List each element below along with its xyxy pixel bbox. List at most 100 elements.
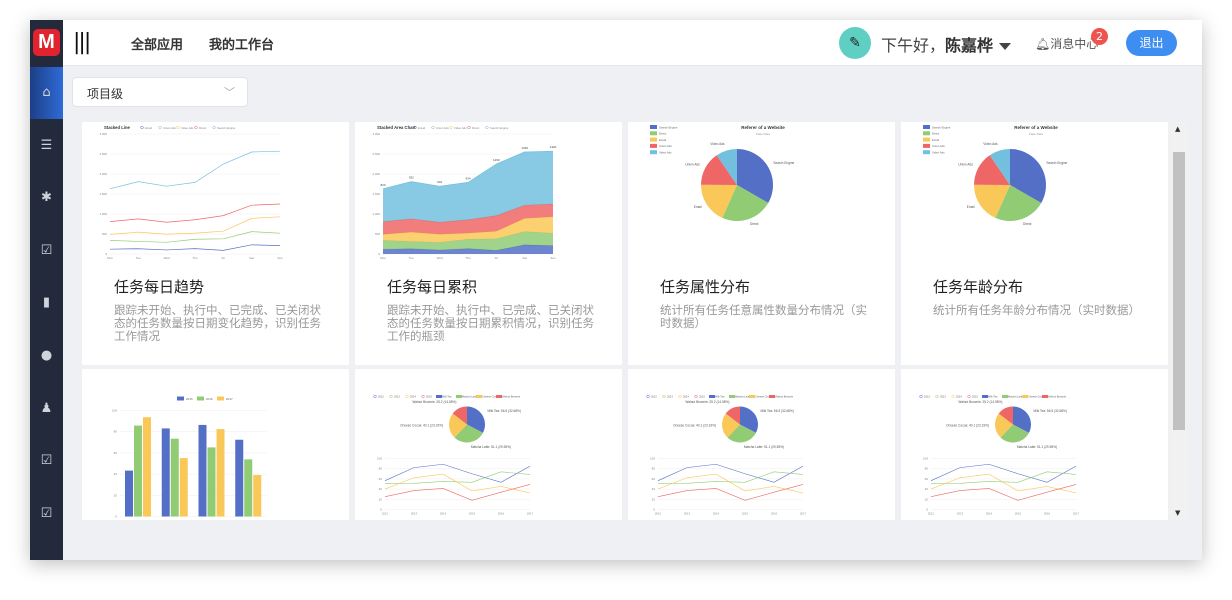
report-card[interactable]: Referer of a Website Fake Data Search Engi… bbox=[628, 122, 895, 365]
x-tick-label: Sun bbox=[550, 256, 556, 260]
y-tick-label: 3,000 bbox=[372, 132, 380, 136]
report-card[interactable]: Referer of a Website Fake Data Search Engi… bbox=[901, 122, 1168, 365]
card-title: 任务每日趋势 bbox=[114, 278, 205, 296]
pie-label: Matcha Latte: 51.1 (29.55%) bbox=[1017, 445, 1057, 449]
scrollbar-thumb[interactable] bbox=[1173, 152, 1185, 430]
sidebar-item-4[interactable]: ▮ bbox=[30, 277, 63, 329]
pie-slice bbox=[1013, 406, 1031, 433]
report-card[interactable]: Stacked Line Email Union Ads Video Ads Direc… bbox=[82, 122, 349, 365]
legend-label: Cheese Cocoa bbox=[1028, 395, 1046, 399]
legend-label: 2014 bbox=[410, 395, 416, 399]
report-card[interactable]: Stacked Area Chart Email Union Ads Video Ad… bbox=[355, 122, 622, 365]
logout-button[interactable]: 退出 bbox=[1126, 30, 1177, 56]
bar bbox=[198, 424, 207, 517]
chart-subtitle: Fake Data bbox=[756, 132, 770, 136]
legend-marker bbox=[176, 125, 180, 130]
area-series bbox=[383, 244, 553, 254]
x-tick-label: 2012 bbox=[655, 512, 662, 516]
pie-slice bbox=[716, 149, 737, 185]
y-tick-label: 40 bbox=[114, 472, 118, 476]
y-tick-label: 2,500 bbox=[372, 152, 380, 156]
nav-all-apps[interactable]: 全部应用 bbox=[131, 38, 184, 53]
x-tick-label: Fri bbox=[222, 256, 226, 260]
sidebar: M ⌂ ☰ ✱ ☑ ▮ ● ♟ ☑ ☑ bbox=[30, 20, 63, 560]
scrollbar[interactable]: ▲ ▼ bbox=[1170, 122, 1188, 520]
sidebar-item-2[interactable]: ✱ bbox=[30, 172, 63, 224]
x-tick-label: 2014 bbox=[440, 512, 447, 516]
sidebar-item-3[interactable]: ☑ bbox=[30, 225, 63, 277]
scroll-down-icon[interactable]: ▼ bbox=[1175, 509, 1181, 517]
sidebar-item-6[interactable]: ♟ bbox=[30, 383, 63, 435]
x-tick-label: 2013 bbox=[684, 512, 691, 516]
legend-marker bbox=[769, 395, 775, 398]
pie-slice bbox=[454, 424, 483, 443]
y-tick-label: 500 bbox=[102, 232, 107, 236]
pie-slice bbox=[701, 184, 737, 218]
area-series bbox=[383, 204, 553, 235]
pie-label: Walnut Brownie: 25.2 (14.58%) bbox=[685, 400, 729, 404]
y-tick-label: 20 bbox=[652, 497, 656, 501]
pie-label: Cheese Cocoa: 40.1 (23.19%) bbox=[400, 423, 443, 427]
avatar[interactable]: ✎ bbox=[839, 27, 871, 59]
legend-label: Matcha Latte bbox=[462, 395, 478, 399]
menu-icon[interactable]: ||| bbox=[73, 30, 91, 55]
clipboard-check-icon: ☑ bbox=[40, 242, 53, 258]
report-card[interactable]: 2012 2013 2014 2015 Milk Tea Matcha Latte Chee… bbox=[901, 369, 1168, 520]
line-series bbox=[930, 484, 1077, 501]
app-logo[interactable]: M bbox=[33, 29, 60, 56]
area-series bbox=[383, 216, 553, 243]
y-tick-label: 2,000 bbox=[99, 172, 107, 176]
x-tick-label: Sun bbox=[277, 256, 283, 260]
legend-label: Union Ads bbox=[436, 126, 449, 130]
app-window: M ⌂ ☰ ✱ ☑ ▮ ● ♟ ☑ ☑ ||| 全部应用 我的工作台 ✎ 下午好，陈嘉桦 🔔︎消… bbox=[30, 20, 1202, 560]
x-tick-label: 2014 bbox=[713, 512, 720, 516]
scroll-up-icon[interactable]: ▲ bbox=[1175, 125, 1181, 133]
legend-label: Milk Tea bbox=[442, 395, 452, 399]
report-card[interactable]: 2012 2013 2014 2015 Milk Tea Matcha Latte Chee… bbox=[628, 369, 895, 520]
nav-my-workbench[interactable]: 我的工作台 bbox=[209, 38, 275, 53]
sidebar-item-1[interactable]: ☰ bbox=[30, 120, 63, 172]
sidebar-item-5[interactable]: ● bbox=[30, 330, 63, 382]
level-select[interactable]: 项目级 ﹀ bbox=[72, 77, 248, 107]
card-title: 任务属性分布 bbox=[660, 278, 751, 296]
chart-thumbnail: 2015 2016 2017 0 20 40 60 80 100 bbox=[112, 396, 267, 519]
legend-marker bbox=[456, 395, 462, 398]
pie-slice bbox=[995, 185, 1042, 221]
x-tick-label: 2012 bbox=[382, 512, 389, 516]
report-card[interactable]: 2015 2016 2017 0 20 40 60 80 100 bbox=[82, 369, 349, 520]
legend-marker bbox=[217, 396, 224, 401]
y-tick-label: 1,000 bbox=[99, 212, 107, 216]
pie-label: Email bbox=[694, 205, 702, 209]
legend-marker bbox=[923, 125, 930, 129]
legend-marker bbox=[212, 125, 216, 130]
caret-down-icon bbox=[999, 43, 1012, 50]
x-tick-label: 2015 bbox=[742, 512, 749, 516]
area-series bbox=[383, 231, 553, 251]
legend-label: Walnut Brownie bbox=[1048, 395, 1067, 399]
legend-marker bbox=[389, 394, 393, 399]
pie-slice bbox=[998, 406, 1013, 425]
x-tick-label: Tue bbox=[409, 256, 414, 260]
messages-link[interactable]: 🔔︎消息中心 bbox=[1035, 35, 1098, 52]
sidebar-item-7[interactable]: ☑ bbox=[30, 435, 63, 487]
x-tick-label: Tue bbox=[136, 256, 141, 260]
y-tick-label: 80 bbox=[652, 467, 656, 471]
legend-marker bbox=[476, 395, 482, 398]
y-tick-label: 0 bbox=[653, 508, 655, 512]
legend-marker bbox=[1022, 395, 1028, 398]
y-tick-label: 100 bbox=[923, 457, 928, 461]
legend-marker bbox=[678, 394, 682, 399]
legend-label: 2015 bbox=[972, 395, 978, 399]
chart-thumbnail: Referer of a Website Fake Data Search Engi… bbox=[650, 125, 794, 226]
pie-label: Direct bbox=[750, 222, 758, 226]
sidebar-item-8[interactable]: ☑ bbox=[30, 488, 63, 540]
pie-slice bbox=[452, 406, 467, 425]
x-tick-label: Wed bbox=[164, 256, 170, 260]
user-menu[interactable]: 下午好，陈嘉桦 bbox=[881, 32, 1012, 56]
report-card[interactable]: 2012 2013 2014 2015 Milk Tea Matcha Latte Chee… bbox=[355, 369, 622, 520]
sidebar-item-0[interactable]: ⌂ bbox=[30, 67, 63, 119]
data-label: 932 bbox=[409, 176, 414, 180]
pie-slice bbox=[727, 424, 756, 443]
pie-slice bbox=[722, 413, 740, 438]
legend-marker bbox=[923, 150, 930, 155]
